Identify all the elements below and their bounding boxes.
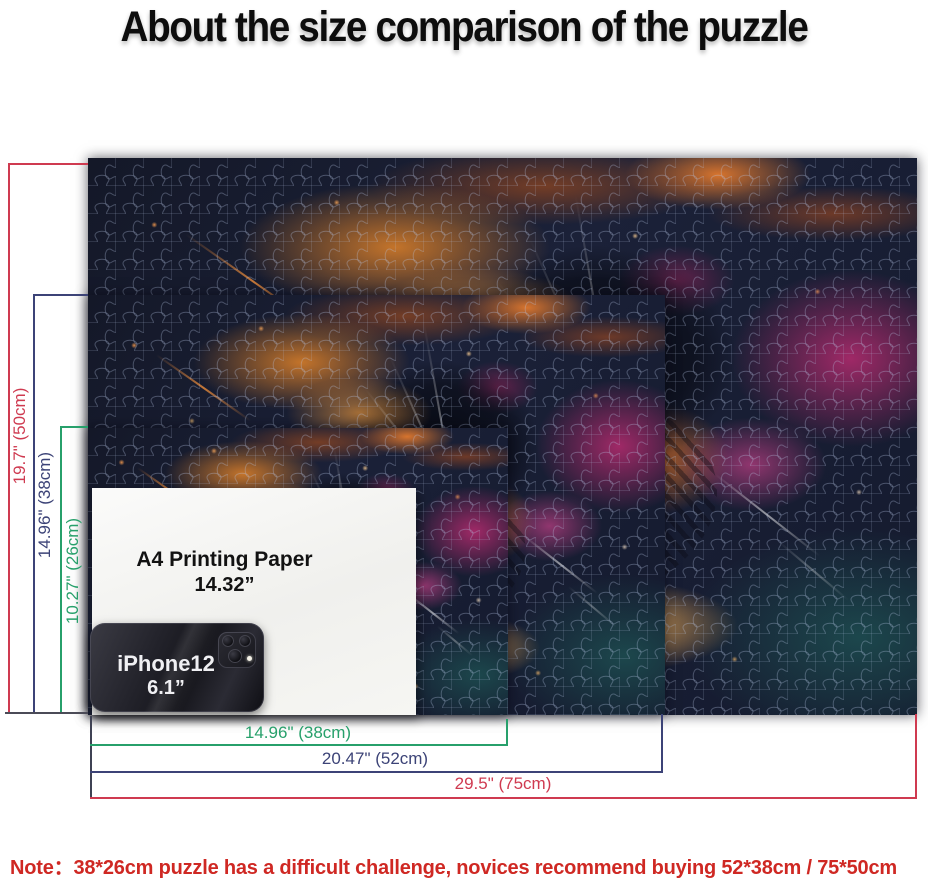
height-label-38cm: 14.96" (38cm) <box>35 451 54 559</box>
width-label-38cm: 14.96" (38cm) <box>244 723 352 742</box>
iphone: iPhone12 6.1” <box>90 623 264 712</box>
light-streak <box>524 535 599 595</box>
ember-streak <box>155 354 252 423</box>
height-label-50cm: 19.7" (50cm) <box>10 387 29 485</box>
camera-flash-icon <box>247 656 252 661</box>
width-line-75cm <box>90 797 917 799</box>
width-line-52cm <box>90 771 663 773</box>
height-label-26cm: 10.27" (26cm) <box>63 517 82 625</box>
light-streak <box>567 585 618 628</box>
height-tick-38cm <box>33 294 88 296</box>
width-tick-52cm <box>661 714 663 773</box>
height-tick-26cm <box>60 426 88 428</box>
height-line-38cm <box>33 295 35 713</box>
height-tick-50cm <box>8 163 88 165</box>
iphone-label: iPhone12 <box>117 651 215 676</box>
width-label-75cm: 29.5" (75cm) <box>454 774 552 793</box>
note-text: Note：38*26cm puzzle has a difficult chal… <box>10 857 897 879</box>
a4-paper-label: A4 Printing Paper <box>136 548 313 571</box>
light-streak <box>714 473 821 558</box>
width-label-52cm: 20.47" (52cm) <box>321 749 429 768</box>
camera-lens-icon <box>222 635 234 647</box>
a4-paper-size-label: 14.32” <box>194 574 255 596</box>
camera-lens-icon <box>239 635 251 647</box>
page-title: About the size comparison of the puzzle <box>120 3 808 51</box>
width-baseline-tick <box>90 716 92 799</box>
width-tick-38cm <box>506 719 508 746</box>
width-tick-75cm <box>915 714 917 799</box>
height-baseline-tick <box>5 712 88 714</box>
width-line-38cm <box>90 744 508 746</box>
camera-module-icon <box>218 632 256 668</box>
height-line-50cm <box>8 164 10 713</box>
iphone-size-label: 6.1” <box>147 677 185 699</box>
height-line-26cm <box>60 427 62 713</box>
camera-lens-icon <box>228 649 242 663</box>
